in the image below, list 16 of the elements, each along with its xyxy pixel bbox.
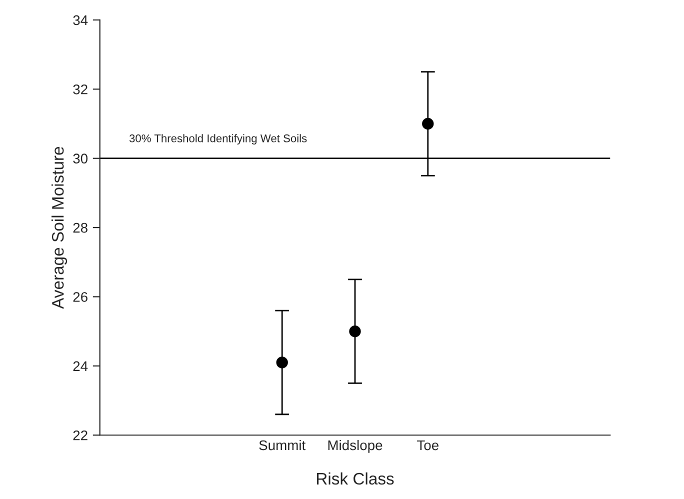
ref-line-label: 30% Threshold Identifying Wet Soils bbox=[129, 134, 307, 144]
y-tick-label: 24 bbox=[73, 361, 88, 371]
x-axis-title: Risk Class bbox=[317, 472, 394, 485]
y-tick-label: 26 bbox=[73, 292, 88, 302]
y-tick-label: 28 bbox=[73, 222, 88, 233]
x-tick-label: Summit bbox=[259, 440, 306, 450]
point bbox=[276, 356, 288, 368]
y-tick-label: 22 bbox=[73, 430, 88, 440]
point bbox=[349, 325, 361, 338]
y-tick-label: 34 bbox=[73, 15, 88, 26]
point bbox=[422, 118, 434, 130]
x-tick-label: Midslope bbox=[328, 440, 382, 453]
y-tick-label: 32 bbox=[73, 84, 88, 94]
x-tick-label: Toe bbox=[417, 440, 438, 450]
y-axis-title: Average Soil Moisture bbox=[52, 146, 68, 309]
y-tick-label: 30 bbox=[73, 154, 88, 164]
